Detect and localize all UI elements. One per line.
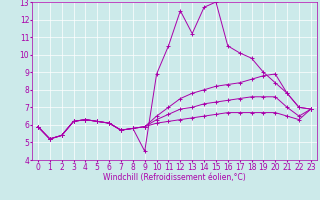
X-axis label: Windchill (Refroidissement éolien,°C): Windchill (Refroidissement éolien,°C) xyxy=(103,173,246,182)
